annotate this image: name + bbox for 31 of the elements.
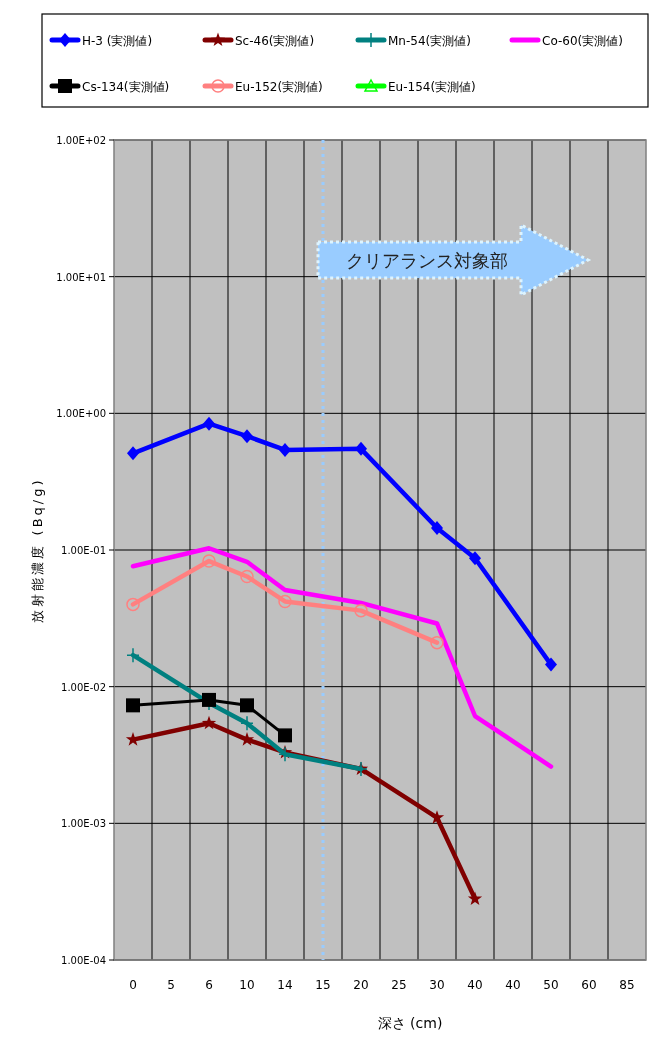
x-tick-label: 60 <box>581 978 597 992</box>
legend-label: Eu-154(実測値) <box>388 80 476 94</box>
x-tick-label: 40 <box>505 978 521 992</box>
x-tick-label: 30 <box>429 978 445 992</box>
y-axis-title: 放射能濃度 (Bq/g) <box>30 477 45 623</box>
x-tick-label: 5 <box>167 978 175 992</box>
x-tick-label: 14 <box>277 978 293 992</box>
x-axis-title: 深さ (cm) <box>377 1015 443 1031</box>
y-tick-label: 1.00E+00 <box>56 408 106 420</box>
y-tick-label: 1.00E-04 <box>61 955 106 966</box>
legend-label: Co-60(実測値) <box>542 34 623 48</box>
legend-label: Eu-152(実測値) <box>235 80 323 94</box>
x-tick-label: 40 <box>467 978 483 992</box>
legend-label: H-3 (実測値) <box>82 34 153 48</box>
x-tick-label: 15 <box>315 978 331 992</box>
y-tick-label: 1.00E-02 <box>61 681 106 693</box>
x-tick-label: 6 <box>205 978 213 992</box>
legend-label: Cs-134(実測値) <box>82 80 170 94</box>
y-tick-label: 1.00E-03 <box>61 818 106 830</box>
y-tick-label: 1.00E-01 <box>61 545 106 556</box>
y-tick-label: 1.00E+01 <box>56 271 106 283</box>
x-tick-label: 0 <box>129 978 137 992</box>
x-tick-label: 25 <box>391 978 407 992</box>
x-tick-label: 10 <box>239 978 255 992</box>
x-tick-label: 85 <box>619 978 635 992</box>
annotation: クリアランス対象部 <box>346 250 508 271</box>
y-tick-label: 1.00E+02 <box>56 135 106 146</box>
x-tick-label: 50 <box>543 978 559 992</box>
legend-label: Mn-54(実測値) <box>388 34 471 48</box>
x-tick-label: 20 <box>353 978 369 992</box>
legend-label: Sc-46(実測値) <box>235 34 315 48</box>
